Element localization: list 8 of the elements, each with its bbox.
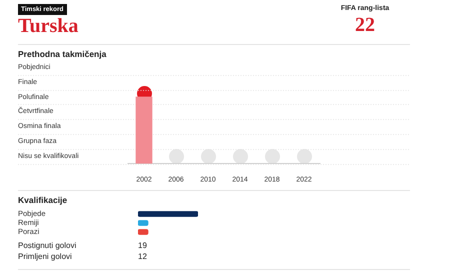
text: Turska <box>18 15 78 37</box>
text: 12 <box>138 252 147 261</box>
text: Postignuti golovi <box>18 241 76 250</box>
text: 22 <box>354 14 376 36</box>
text: Kvalifikacije <box>18 195 68 205</box>
text: 19 <box>138 241 147 250</box>
text: Primljeni golovi <box>18 252 72 261</box>
chart-title: Prethodna takmičenja <box>18 49 106 59</box>
